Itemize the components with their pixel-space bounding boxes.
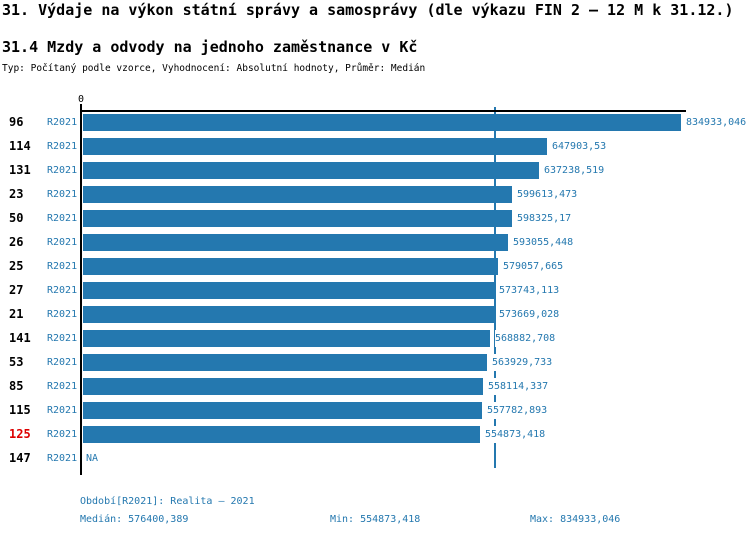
x-axis-tick [80, 104, 82, 110]
period-tag: R2021 [47, 453, 78, 464]
x-axis-line [80, 110, 686, 112]
chart-row: 25 R2021 579057,665 [0, 258, 750, 275]
x-axis-zero-label: 0 [77, 94, 85, 105]
rank-label: 26 [9, 235, 24, 249]
value-bar [83, 378, 483, 395]
value-bar [83, 426, 480, 443]
value-bar [83, 402, 482, 419]
value-label: 599613,473 [517, 186, 578, 203]
value-label: 579057,665 [503, 258, 564, 275]
value-bar [83, 354, 487, 371]
max-stat: Max: 834933,046 [530, 514, 621, 525]
value-label: 598325,17 [517, 210, 572, 227]
chart-row: 125 R2021 554873,418 [0, 426, 750, 443]
value-bar [83, 210, 512, 227]
period-tag: R2021 [47, 405, 78, 416]
median-line [494, 107, 496, 468]
chart-row: 26 R2021 593055,448 [0, 234, 750, 251]
value-label: 573743,113 [499, 282, 560, 299]
period-tag: R2021 [47, 429, 78, 440]
value-label: 593055,448 [513, 234, 574, 251]
value-label: 568882,708 [495, 330, 556, 347]
rank-label-highlighted: 125 [9, 427, 31, 441]
period-tag: R2021 [47, 357, 78, 368]
value-bar [83, 330, 490, 347]
chart-row: 96 R2021 834933,046 [0, 114, 750, 131]
chart-row: 115 R2021 557782,893 [0, 402, 750, 419]
chart-row: 141 R2021 568882,708 [0, 330, 750, 347]
rank-label: 23 [9, 187, 24, 201]
rank-label: 27 [9, 283, 24, 297]
value-bar [83, 138, 547, 155]
chart-row: 21 R2021 573669,028 [0, 306, 750, 323]
rank-label: 50 [9, 211, 24, 225]
rank-label: 131 [9, 163, 31, 177]
rank-label: 115 [9, 403, 31, 417]
y-axis-line [80, 110, 82, 475]
period-tag: R2021 [47, 309, 78, 320]
period-tag: R2021 [47, 285, 78, 296]
value-bar [83, 234, 508, 251]
value-label: 573669,028 [499, 306, 560, 323]
period-tag: R2021 [47, 237, 78, 248]
value-bar [83, 114, 681, 131]
chart-row: 147 R2021 NA [0, 450, 750, 467]
value-bar [83, 282, 494, 299]
report-title: 31. Výdaje na výkon státní správy a samo… [2, 1, 734, 19]
chart-row: 50 R2021 598325,17 [0, 210, 750, 227]
rank-label: 85 [9, 379, 24, 393]
period-tag: R2021 [47, 189, 78, 200]
value-label: 557782,893 [487, 402, 548, 419]
rank-label: 147 [9, 451, 31, 465]
chart-meta: Typ: Počítaný podle vzorce, Vyhodnocení:… [2, 63, 426, 74]
value-label: 558114,337 [488, 378, 549, 395]
rank-label: 141 [9, 331, 31, 345]
rank-label: 114 [9, 139, 31, 153]
value-label: 637238,519 [544, 162, 605, 179]
period-tag: R2021 [47, 141, 78, 152]
value-label: 563929,733 [492, 354, 553, 371]
period-tag: R2021 [47, 261, 78, 272]
median-stat: Medián: 576400,389 [80, 514, 189, 525]
rank-label: 53 [9, 355, 24, 369]
value-label: 647903,53 [552, 138, 607, 155]
rank-label: 21 [9, 307, 24, 321]
chart-row: 85 R2021 558114,337 [0, 378, 750, 395]
period-tag: R2021 [47, 381, 78, 392]
value-label: 554873,418 [485, 426, 546, 443]
rank-label: 25 [9, 259, 24, 273]
value-bar [83, 258, 498, 275]
period-tag: R2021 [47, 165, 78, 176]
chart-row: 131 R2021 637238,519 [0, 162, 750, 179]
rank-label: 96 [9, 115, 24, 129]
chart-row: 23 R2021 599613,473 [0, 186, 750, 203]
na-label: NA [86, 450, 99, 467]
period-tag: R2021 [47, 117, 78, 128]
value-label: 834933,046 [686, 114, 747, 131]
value-bar [83, 306, 494, 323]
period-tag: R2021 [47, 213, 78, 224]
min-stat: Min: 554873,418 [330, 514, 421, 525]
value-bar [83, 186, 512, 203]
chart-row: 27 R2021 573743,113 [0, 282, 750, 299]
value-bar [83, 162, 539, 179]
period-label: Období[R2021]: Realita – 2021 [80, 496, 255, 507]
chart-title: 31.4 Mzdy a odvody na jednoho zaměstnanc… [2, 38, 418, 56]
period-tag: R2021 [47, 333, 78, 344]
chart-row: 114 R2021 647903,53 [0, 138, 750, 155]
chart-row: 53 R2021 563929,733 [0, 354, 750, 371]
